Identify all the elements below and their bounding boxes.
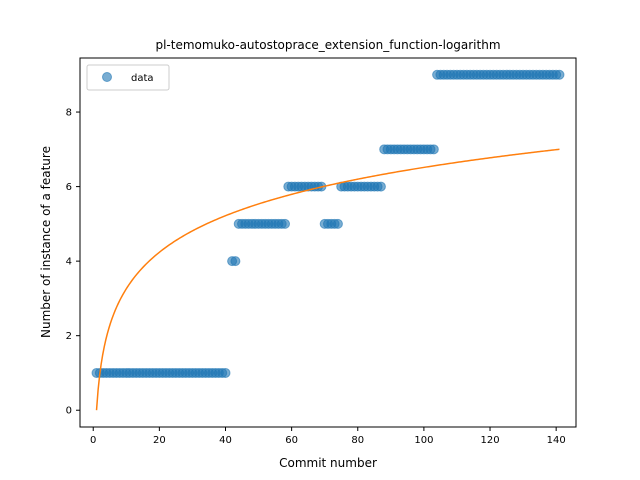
x-axis-label: Commit number [279,456,377,470]
legend: data [86,64,170,91]
legend-label-data: data [131,73,154,84]
x-tick-label: 100 [414,435,433,446]
data-point [428,144,439,155]
y-tick-label: 4 [66,257,72,268]
data-point [375,181,386,192]
data-point [220,367,231,378]
y-tick-label: 6 [66,182,72,193]
x-tick-label: 60 [285,435,298,446]
data-point [280,218,291,229]
x-tick-label: 0 [90,435,96,446]
data-point [230,256,241,267]
legend-box [86,64,170,91]
data-point [554,69,565,80]
y-tick-label: 2 [66,331,72,342]
x-axis: 0 20 40 60 80 100 120 140 [90,427,566,446]
x-tick-label: 140 [547,435,566,446]
y-axis: 0 2 4 6 8 [66,108,80,417]
y-tick-label: 0 [66,406,72,417]
x-tick-label: 40 [219,435,232,446]
plot-area [91,69,565,411]
plot-frame [79,57,577,428]
x-tick-label: 80 [351,435,364,446]
x-tick-label: 20 [153,435,166,446]
chart-title: pl-temomuko-autostoprace_extension_funct… [155,38,500,52]
data-point [332,218,343,229]
x-tick-label: 120 [480,435,499,446]
y-axis-label: Number of instance of a feature [39,146,53,338]
fit-line [95,148,560,411]
legend-marker-data [102,72,112,82]
y-tick-label: 8 [66,108,72,119]
